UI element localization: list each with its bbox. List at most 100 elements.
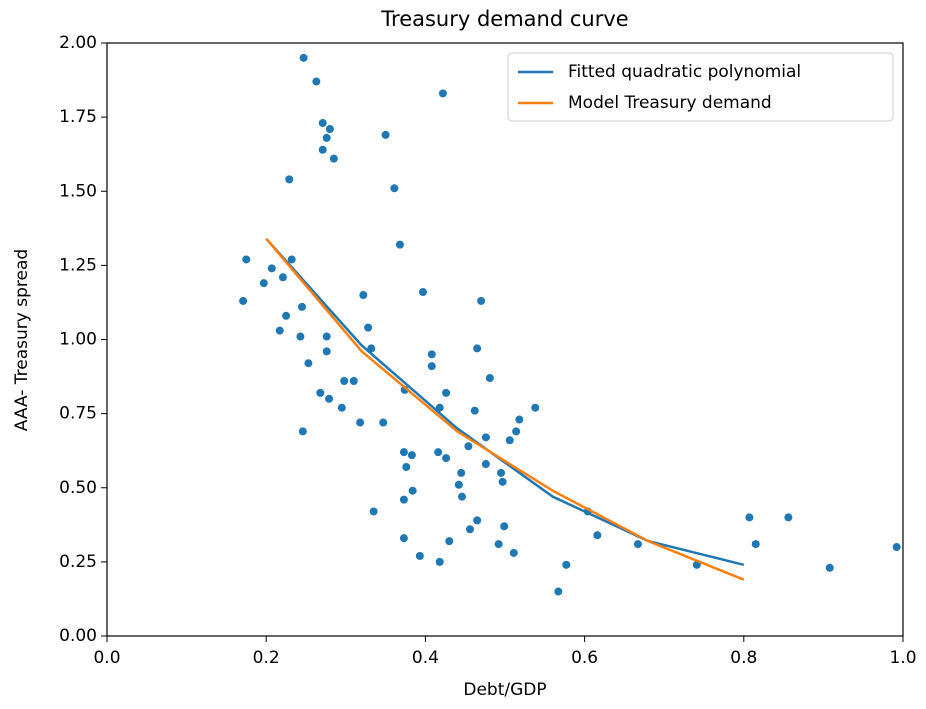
point — [322, 347, 331, 356]
point — [312, 77, 321, 86]
legend-label: Model Treasury demand — [568, 93, 772, 113]
point — [464, 442, 473, 451]
point — [399, 495, 408, 504]
legend-box — [507, 52, 894, 122]
point — [267, 264, 276, 273]
point — [318, 145, 327, 154]
y-tick-label: 1.75 — [59, 107, 97, 127]
x-axis-label: Debt/GDP — [463, 680, 546, 700]
point — [562, 560, 571, 569]
point — [554, 587, 563, 596]
point — [470, 406, 479, 415]
point — [369, 507, 378, 516]
point — [407, 451, 416, 460]
point — [242, 255, 251, 264]
point — [325, 394, 334, 403]
line — [265, 237, 745, 567]
point — [356, 418, 365, 427]
point — [427, 362, 436, 371]
point — [481, 433, 490, 442]
y-tick-label: 1.25 — [59, 255, 97, 275]
point — [458, 492, 467, 501]
x-tick-label: 0.4 — [412, 648, 439, 668]
y-axis-label: AAA- Treasury spread — [12, 249, 32, 431]
point — [298, 427, 307, 436]
x-tick-label: 0.2 — [253, 648, 280, 668]
point — [340, 377, 349, 386]
point — [399, 534, 408, 543]
point — [287, 255, 296, 264]
point — [473, 344, 482, 353]
point — [329, 154, 338, 163]
y-tick-label: 1.50 — [59, 181, 97, 201]
point — [337, 403, 346, 412]
point — [434, 448, 443, 457]
point — [435, 403, 444, 412]
point — [402, 462, 411, 471]
x-tick-label: 0.0 — [93, 648, 120, 668]
y-tick-label: 0.00 — [59, 626, 97, 646]
x-tick-label: 0.8 — [730, 648, 757, 668]
point — [892, 543, 901, 552]
point — [438, 89, 447, 98]
point — [298, 302, 307, 311]
point — [239, 296, 248, 305]
point — [322, 332, 331, 341]
y-tick-label: 2.00 — [59, 33, 97, 53]
point — [415, 551, 424, 560]
point — [359, 291, 368, 300]
point — [477, 296, 486, 305]
chart-title: Treasury demand curve — [380, 7, 628, 31]
point — [825, 563, 834, 572]
point — [304, 359, 313, 368]
point — [505, 436, 514, 445]
point — [419, 288, 428, 297]
point — [473, 516, 482, 525]
point — [481, 460, 490, 469]
point — [435, 557, 444, 566]
point — [442, 388, 451, 397]
point — [296, 332, 305, 341]
line — [265, 237, 745, 581]
point — [745, 513, 754, 522]
point — [325, 124, 334, 133]
point — [285, 175, 294, 184]
point — [497, 468, 506, 477]
point — [278, 273, 287, 282]
point — [275, 326, 284, 335]
point — [515, 415, 524, 424]
point — [500, 522, 509, 531]
point — [259, 279, 268, 288]
point — [593, 531, 602, 540]
point — [465, 525, 474, 534]
point — [318, 119, 327, 128]
point — [512, 427, 521, 436]
point — [454, 480, 463, 489]
point — [282, 311, 291, 320]
y-tick-label: 1.00 — [59, 330, 97, 350]
point — [457, 468, 466, 477]
point — [498, 477, 507, 486]
x-tick-label: 0.6 — [571, 648, 598, 668]
plot-frame — [106, 42, 904, 637]
point — [531, 403, 540, 412]
y-tick-label: 0.50 — [59, 478, 97, 498]
legend-label: Fitted quadratic polynomial — [568, 62, 801, 82]
point — [349, 377, 358, 386]
point — [751, 540, 760, 549]
x-tick-label: 1.0 — [889, 648, 916, 668]
point — [395, 240, 404, 249]
point — [408, 486, 417, 495]
point — [299, 53, 308, 62]
point — [445, 537, 454, 546]
point — [390, 184, 399, 193]
point — [322, 133, 331, 142]
point — [427, 350, 436, 359]
point — [494, 540, 503, 549]
legend: Fitted quadratic polynomial Model Treasur… — [507, 52, 894, 122]
point — [381, 130, 390, 139]
point — [633, 540, 642, 549]
y-tick-label: 0.25 — [59, 552, 97, 572]
y-tick-label: 0.75 — [59, 404, 97, 424]
